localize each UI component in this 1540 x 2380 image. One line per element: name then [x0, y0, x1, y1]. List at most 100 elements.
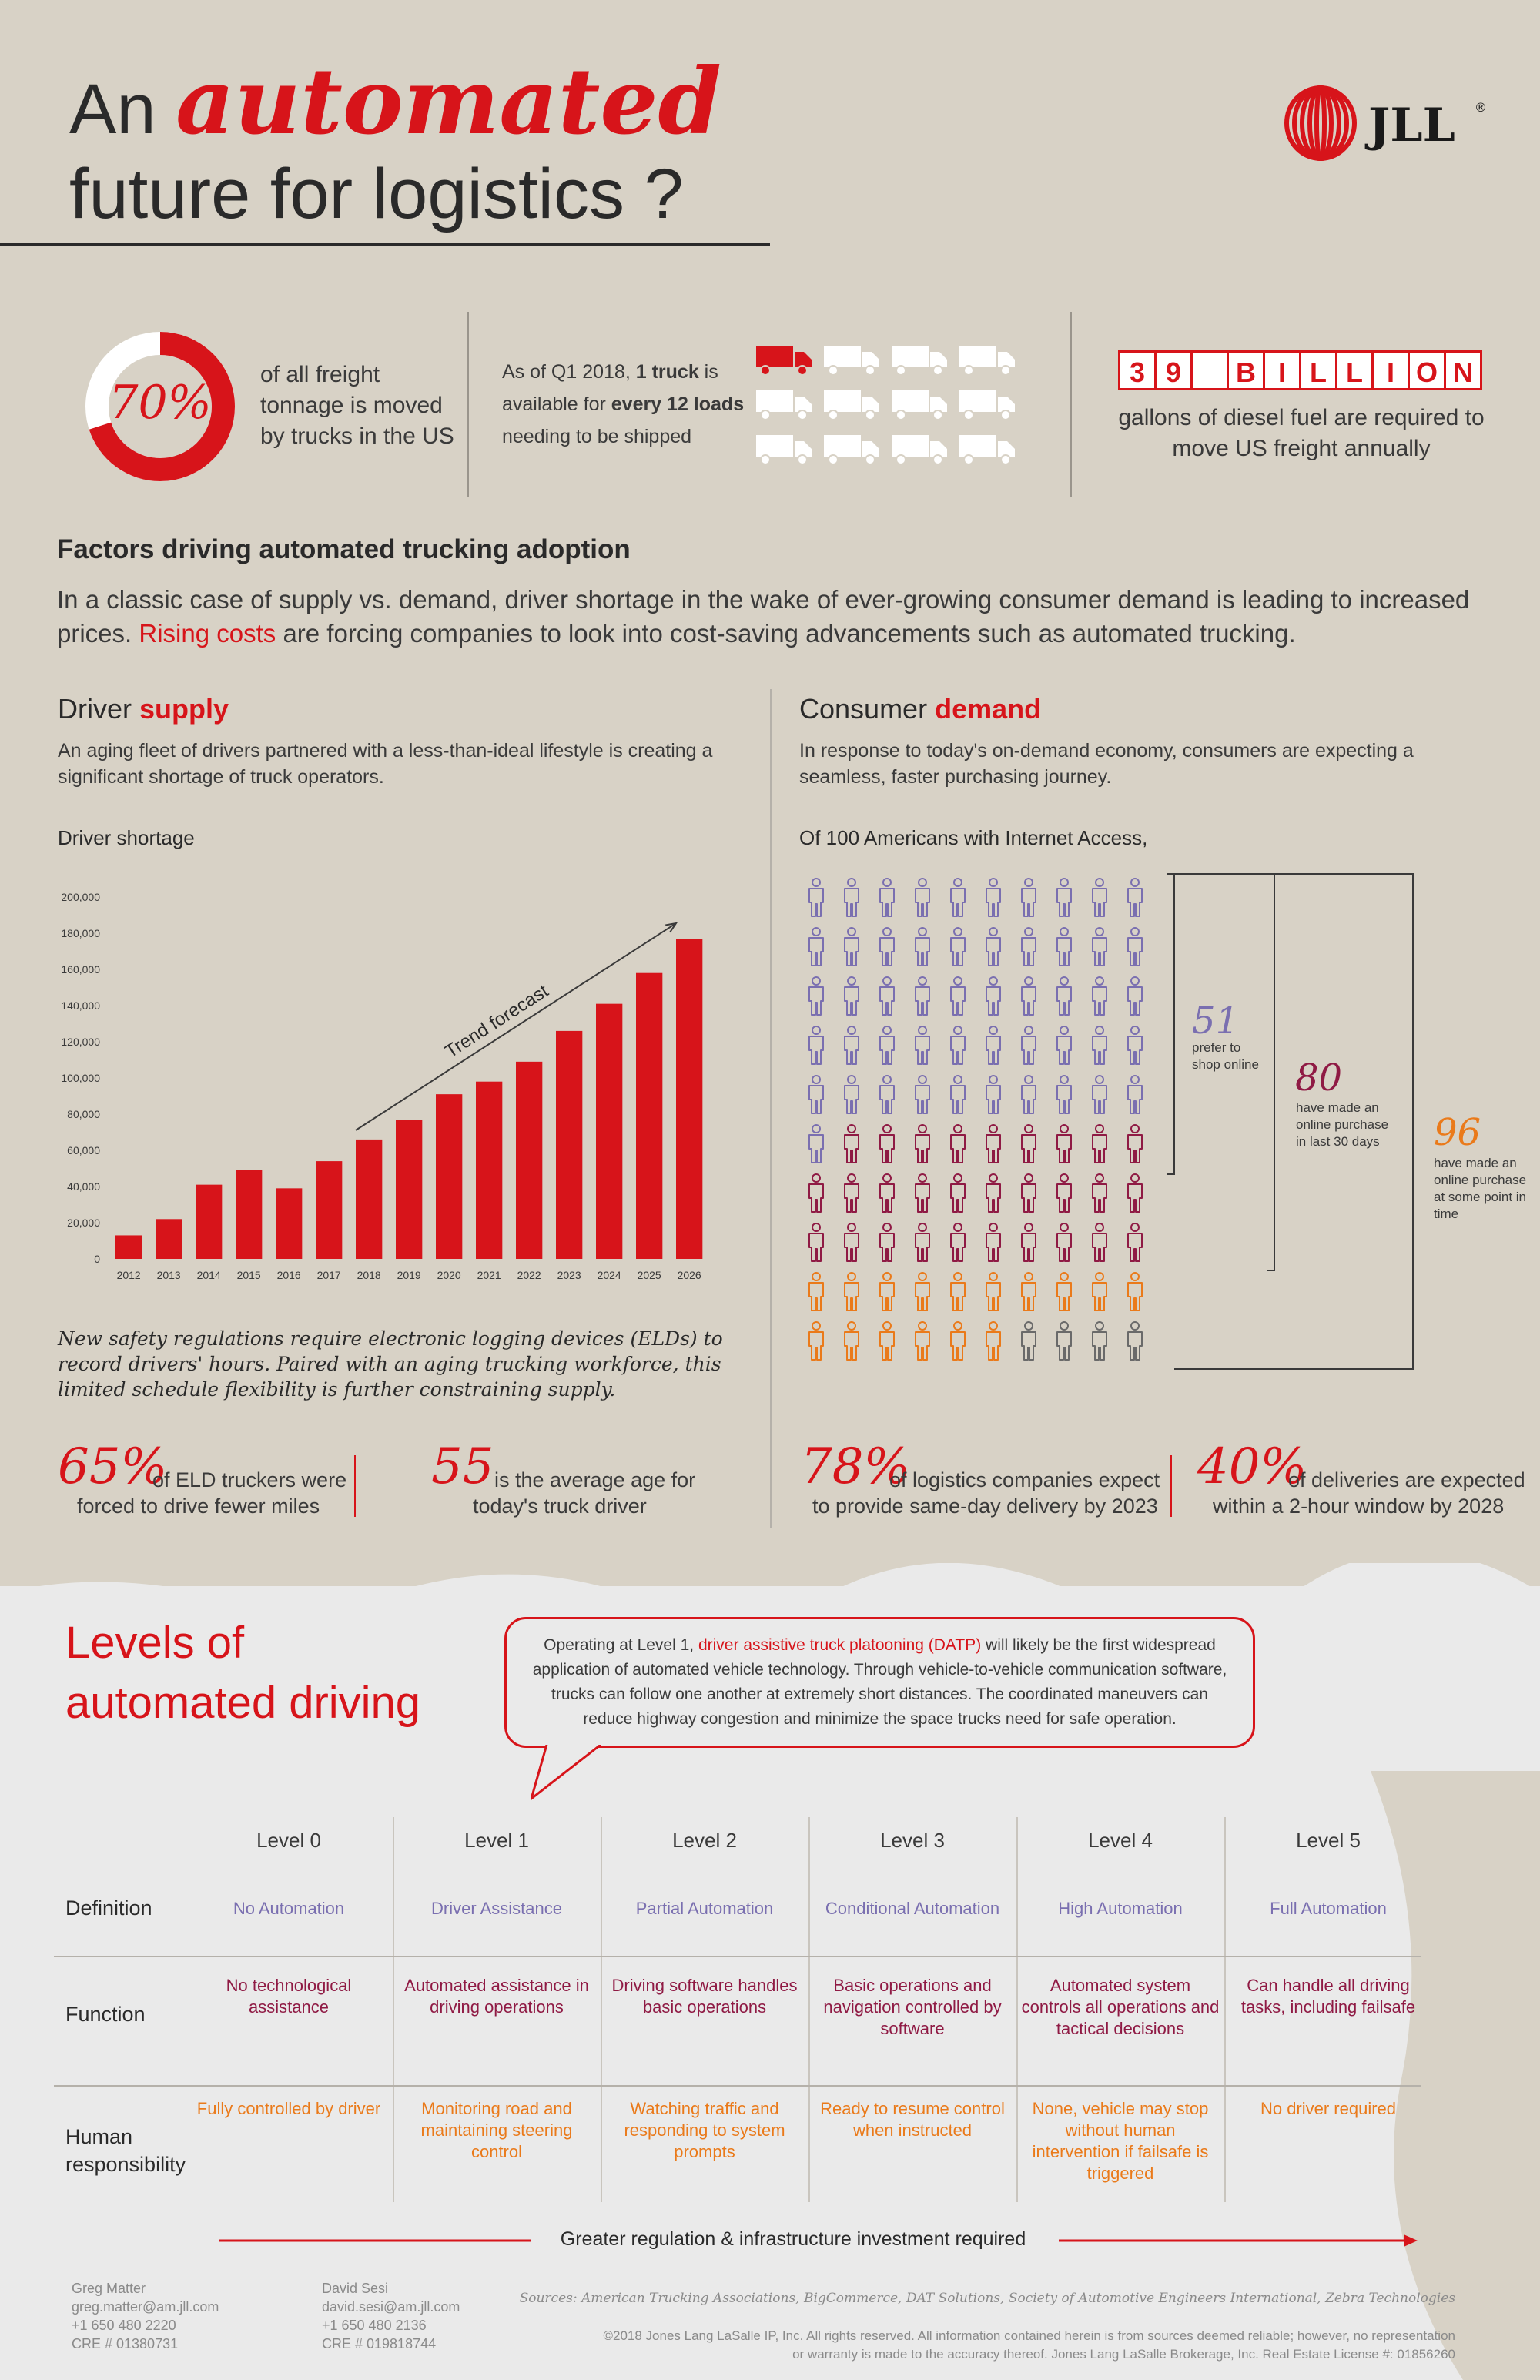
- x-tick-label: 2016: [277, 1269, 301, 1281]
- level-1-definition: Driver Assistance: [431, 1899, 562, 1918]
- person-icon: [879, 927, 895, 966]
- person-icon: [950, 1173, 966, 1213]
- diesel-letter-box: I: [1263, 350, 1301, 390]
- brush-edge: [0, 1563, 1540, 1617]
- stat-65-value: 65%: [58, 1438, 168, 1495]
- diesel-letter-box: L: [1299, 350, 1337, 390]
- person-icon: [950, 1075, 966, 1114]
- group2-text: have made an online purchase in last 30 …: [1296, 1100, 1389, 1149]
- page-title-line1: An automated: [69, 48, 721, 155]
- person-icon: [1056, 1272, 1072, 1311]
- stat-65-text: of ELD truckers were forced to drive few…: [77, 1468, 347, 1518]
- person-icon: [1021, 1075, 1036, 1114]
- freight-text-line: of all freight: [260, 362, 380, 387]
- level-4-definition: High Automation: [1058, 1899, 1183, 1918]
- person-icon: [1127, 927, 1143, 966]
- person-icon: [879, 1223, 895, 1262]
- person-icon: [986, 1223, 1001, 1262]
- regulation-arrow-label: Greater regulation & infrastructure inve…: [560, 2228, 1026, 2250]
- levels-title: Levels of automated driving: [65, 1618, 421, 1728]
- person-icon: [950, 1223, 966, 1262]
- person-icon: [1092, 1321, 1107, 1361]
- person-icon: [915, 1124, 930, 1163]
- person-icon: [808, 1075, 824, 1114]
- row-label-function: Function: [65, 2003, 146, 2026]
- people-label: Of 100 Americans with Internet Access,: [799, 826, 1148, 849]
- person-icon: [879, 1321, 895, 1361]
- person-icon: [879, 1173, 895, 1213]
- level-0-definition: No Automation: [233, 1899, 345, 1918]
- person-icon: [1021, 1026, 1036, 1065]
- y-tick-label: 0: [94, 1253, 100, 1265]
- person-icon: [844, 1223, 859, 1262]
- truck-icon: [824, 435, 879, 465]
- y-tick-label: 100,000: [61, 1072, 100, 1084]
- person-icon: [844, 1124, 859, 1163]
- bar: [676, 939, 703, 1259]
- bar: [236, 1170, 263, 1259]
- title-part1: An: [69, 70, 156, 149]
- level-2-human: Watching traffic and responding to syste…: [624, 2099, 785, 2161]
- diesel-letter-box: O: [1408, 350, 1446, 390]
- column-separator: [1224, 1817, 1226, 2202]
- header: An automated future for logistics ?: [0, 0, 1540, 262]
- column-divider: [770, 689, 772, 1528]
- person-icon: [1021, 1124, 1036, 1163]
- level-1-level: Level 1: [464, 1829, 529, 1852]
- person-icon: [808, 976, 824, 1016]
- x-tick-label: 2021: [477, 1269, 501, 1281]
- person-icon: [879, 1026, 895, 1065]
- truck-icon: [892, 435, 947, 465]
- level-3-level: Level 3: [880, 1829, 945, 1852]
- column-separator: [393, 1817, 394, 2202]
- person-icon: [1127, 1026, 1143, 1065]
- divider: [467, 312, 469, 497]
- level-2-level: Level 2: [672, 1829, 737, 1852]
- level-1-function: Automated assistance in driving operatio…: [404, 1976, 589, 2017]
- y-tick-label: 180,000: [61, 927, 100, 939]
- jll-logo-mark: JLL ®: [1284, 85, 1487, 161]
- truck-icon: [824, 346, 879, 376]
- bar: [316, 1161, 343, 1259]
- person-icon: [808, 1026, 824, 1065]
- person-icon: [1021, 1321, 1036, 1361]
- bar: [116, 1235, 142, 1259]
- x-tick-label: 2025: [638, 1269, 661, 1281]
- x-tick-label: 2018: [357, 1269, 381, 1281]
- level-5-human: No driver required: [1260, 2099, 1397, 2118]
- diesel-letter-box: N: [1444, 350, 1482, 390]
- x-tick-label: 2026: [678, 1269, 701, 1281]
- truck-text: As of Q1 2018, 1 truck is available for …: [502, 361, 745, 447]
- person-icon: [915, 927, 930, 966]
- person-icon: [1056, 976, 1072, 1016]
- factors-heading: Factors driving automated trucking adopt…: [57, 534, 631, 564]
- stat-40-text: of deliveries are expected within a 2-ho…: [1213, 1468, 1525, 1518]
- person-icon: [915, 1075, 930, 1114]
- stat-40-value: 40%: [1197, 1438, 1307, 1495]
- person-icon: [879, 1272, 895, 1311]
- person-icon: [1021, 878, 1036, 917]
- level-3-human: Ready to resume control when instructed: [820, 2099, 1005, 2140]
- person-icon: [1127, 1272, 1143, 1311]
- level-0-level: Level 0: [256, 1829, 321, 1852]
- column-separator: [1016, 1817, 1018, 2202]
- y-tick-label: 200,000: [61, 891, 100, 903]
- callout-pointer: [531, 1745, 601, 1800]
- factors-body: In a classic case of supply vs. demand, …: [57, 585, 1470, 648]
- person-icon: [950, 1321, 966, 1361]
- header-rule: [0, 243, 770, 246]
- x-tick-label: 2015: [237, 1269, 261, 1281]
- person-icon: [1056, 878, 1072, 917]
- x-tick-label: 2013: [157, 1269, 181, 1281]
- table-rule: [54, 2085, 1421, 2087]
- freight-donut: [85, 332, 235, 481]
- diesel-letter-box: 9: [1154, 350, 1193, 390]
- stat-55-text: is the average age for today's truck dri…: [473, 1468, 696, 1518]
- logo-text: JLL: [1364, 99, 1455, 152]
- group1-value: 51: [1192, 999, 1240, 1043]
- level-5-function: Can handle all driving tasks, including …: [1240, 1976, 1416, 2017]
- person-icon: [879, 976, 895, 1016]
- title-accent: automated: [176, 48, 721, 155]
- freight-percent: 70%: [109, 376, 212, 430]
- person-icon: [1056, 927, 1072, 966]
